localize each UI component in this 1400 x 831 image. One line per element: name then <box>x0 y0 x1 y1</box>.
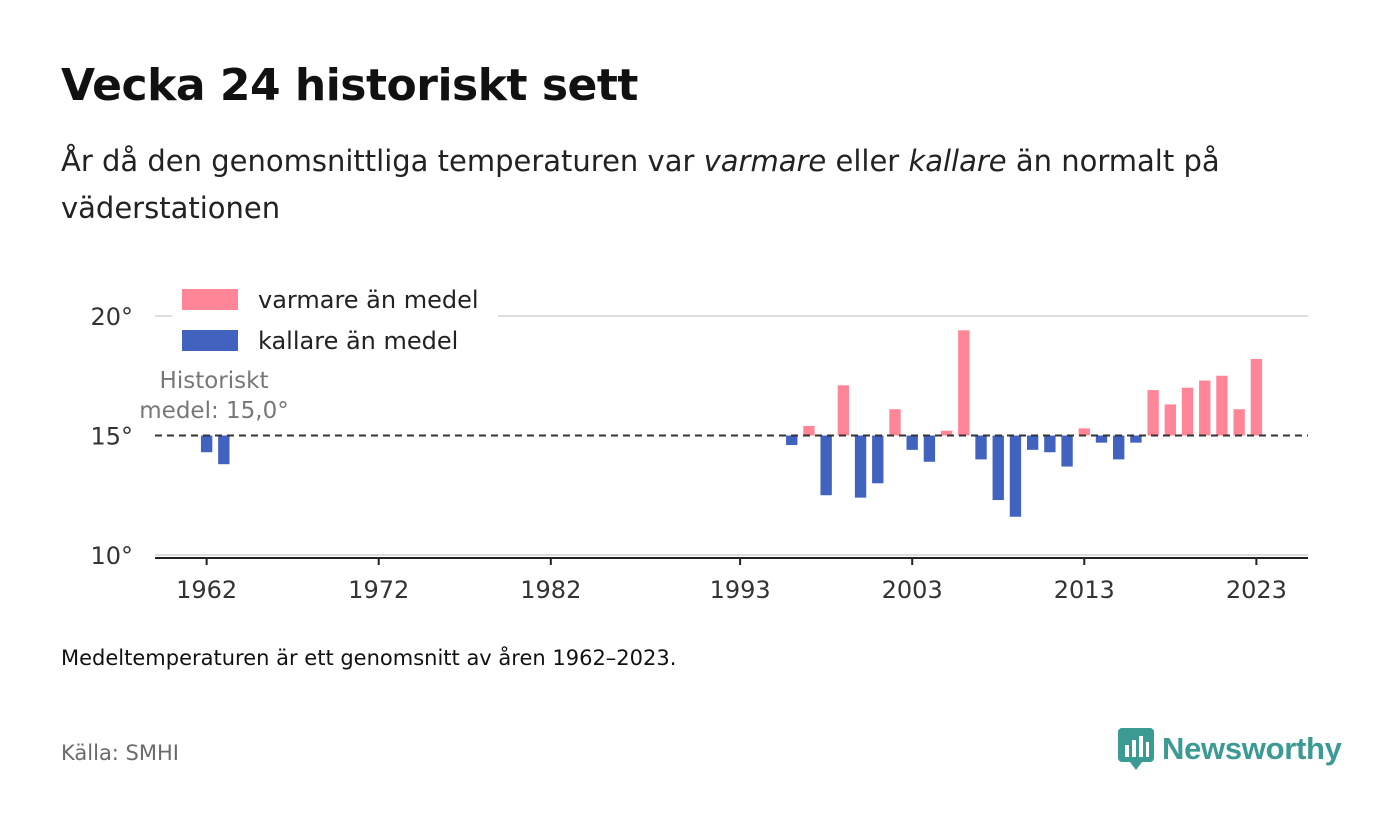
x-tick-label: 2003 <box>882 576 943 604</box>
subtitle-text-3: än normalt på väderstationen <box>61 144 1220 225</box>
bar-warmer <box>1216 375 1228 436</box>
legend-swatch-colder <box>182 330 238 351</box>
y-tick-label: 15° <box>90 423 133 451</box>
bar-colder <box>1044 435 1056 453</box>
bars <box>200 330 1263 517</box>
y-tick-label: 20° <box>90 303 133 331</box>
subtitle-text-1: År då den genomsnittliga temperaturen va… <box>61 144 704 178</box>
bar-colder <box>923 435 936 462</box>
chart-title: Vecka 24 historiskt sett <box>61 60 638 111</box>
bar-colder <box>200 435 213 453</box>
x-tick-label: 1982 <box>520 576 581 604</box>
source-credit: Källa: SMHI <box>61 741 179 765</box>
bar-warmer <box>889 409 901 436</box>
bar-colder <box>854 435 867 498</box>
x-tick-label: 1962 <box>176 576 237 604</box>
y-tick-label: 10° <box>90 542 133 570</box>
x-tick-label: 1993 <box>710 576 771 604</box>
subtitle-text-2: eller <box>826 144 909 178</box>
bar-warmer <box>958 330 970 436</box>
legend-label-warmer: varmare än medel <box>258 286 479 314</box>
legend-label-colder: kallare än medel <box>258 327 458 355</box>
bar-warmer <box>1078 428 1090 436</box>
baseline-label-line1: Historiskt <box>160 368 269 394</box>
footnote: Medeltemperaturen är ett genomsnitt av å… <box>61 646 677 670</box>
bar-warmer <box>1164 404 1177 436</box>
bar-warmer <box>1250 359 1263 436</box>
baseline-label-line2: medel: 15,0° <box>139 398 288 424</box>
x-tick-label: 2023 <box>1226 576 1287 604</box>
bar-colder <box>992 435 1004 501</box>
bar-colder <box>820 435 832 496</box>
chart-subtitle: År då den genomsnittliga temperaturen va… <box>61 138 1301 232</box>
bar-colder <box>218 435 230 465</box>
brand-name: Newsworthy <box>1162 731 1342 766</box>
bar-colder <box>1026 435 1039 450</box>
bar-colder <box>1009 435 1022 517</box>
bar-colder <box>1061 435 1073 467</box>
bar-colder <box>786 435 798 446</box>
brand-logo[interactable]: Newsworthy <box>1118 728 1342 770</box>
subtitle-emphasis-warmer: varmare <box>703 144 827 178</box>
bar-colder <box>906 435 918 450</box>
bar-warmer <box>1199 380 1211 436</box>
bar-warmer <box>940 430 953 436</box>
bar-warmer <box>1181 387 1194 436</box>
bar-warmer <box>1233 409 1245 436</box>
newsworthy-logo-icon <box>1118 728 1154 770</box>
bar-colder <box>1095 435 1108 443</box>
axes: 10° 15° 20° 1962 1972 1982 1993 2003 2013 2023 <box>90 303 1308 604</box>
x-tick-label: 2013 <box>1054 576 1115 604</box>
subtitle-emphasis-colder: kallare <box>908 144 1007 178</box>
baseline-annotation: Historiskt medel: 15,0° <box>139 368 288 424</box>
bar-warmer <box>803 425 815 436</box>
bar-warmer <box>837 385 850 436</box>
bar-colder <box>1130 435 1142 443</box>
x-tick-label: 1972 <box>348 576 409 604</box>
legend-swatch-warmer <box>182 289 238 310</box>
bar-colder <box>1113 435 1125 460</box>
bar-colder <box>975 435 987 460</box>
legend: varmare än medel kallare än medel <box>172 280 498 362</box>
bar-colder <box>872 435 884 484</box>
bar-warmer <box>1147 390 1159 436</box>
